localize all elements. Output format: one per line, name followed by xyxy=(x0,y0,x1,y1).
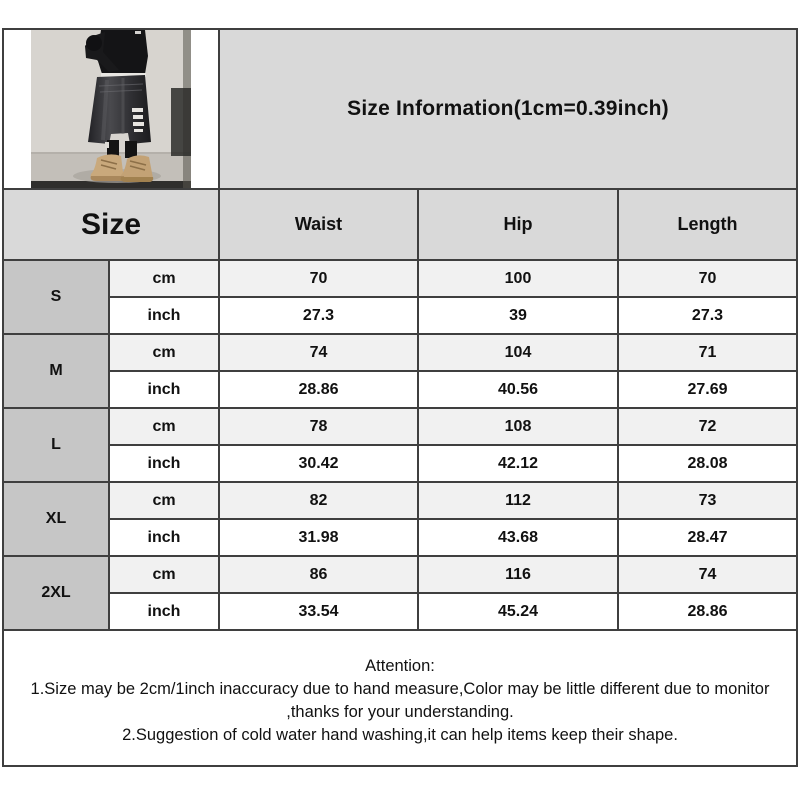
table-row-2xl-cm: 2XL cm 86 116 74 xyxy=(2,555,798,631)
value-cell: 33.54 xyxy=(218,592,419,631)
table-row-l-inch: inch 30.42 42.12 28.08 xyxy=(3,444,798,483)
table-row-m-cm: M cm 74 104 71 xyxy=(2,333,798,409)
attention-note: Attention: 1.Size may be 2cm/1inch inacc… xyxy=(2,629,798,767)
size-label-l: L xyxy=(2,407,110,483)
size-info-title: Size Information(1cm=0.39inch) xyxy=(218,28,798,190)
value-cell: 116 xyxy=(417,555,619,594)
column-header-hip: Hip xyxy=(417,188,619,261)
table-row-m-inch: inch 28.86 40.56 27.69 xyxy=(3,370,798,409)
attention-line-3: 2.Suggestion of cold water hand washing,… xyxy=(122,725,678,744)
unit-label-inch: inch xyxy=(108,592,220,631)
value-cell: 42.12 xyxy=(417,444,619,483)
unit-label-cm: cm xyxy=(108,407,220,446)
size-table: Size Information(1cm=0.39inch) Size Wais… xyxy=(2,28,798,767)
value-cell: 28.86 xyxy=(218,370,419,409)
value-cell: 43.68 xyxy=(417,518,619,557)
value-cell: 86 xyxy=(218,555,419,594)
table-row-2xl-inch: inch 33.54 45.24 28.86 xyxy=(3,592,798,631)
unit-label-cm: cm xyxy=(108,259,220,298)
attention-line-1: 1.Size may be 2cm/1inch inaccuracy due t… xyxy=(30,679,770,698)
boots xyxy=(90,154,154,182)
value-cell: 40.56 xyxy=(417,370,619,409)
value-cell: 73 xyxy=(617,481,798,520)
column-header-length: Length xyxy=(617,188,798,261)
attention-line-2: ,thanks for your understanding. xyxy=(286,702,514,721)
value-cell: 104 xyxy=(417,333,619,372)
size-header: Size xyxy=(2,188,220,261)
column-header-waist: Waist xyxy=(218,188,419,261)
size-label-xl: XL xyxy=(2,481,110,557)
attention-row: Attention: 1.Size may be 2cm/1inch inacc… xyxy=(2,629,798,767)
value-cell: 70 xyxy=(218,259,419,298)
table-row-s-inch: inch 27.3 39 27.3 xyxy=(3,296,798,335)
header-row: Size Waist Hip Length xyxy=(2,188,798,261)
value-cell: 74 xyxy=(218,333,419,372)
unit-label-inch: inch xyxy=(108,370,220,409)
size-label-s: S xyxy=(2,259,110,335)
unit-label-inch: inch xyxy=(108,296,220,335)
value-cell: 72 xyxy=(617,407,798,446)
table-row-l-cm: L cm 78 108 72 xyxy=(2,407,798,483)
product-photo-cell xyxy=(2,28,220,190)
value-cell: 74 xyxy=(617,555,798,594)
value-cell: 31.98 xyxy=(218,518,419,557)
size-label-m: M xyxy=(2,333,110,409)
table-row-xl-cm: XL cm 82 112 73 xyxy=(2,481,798,557)
value-cell: 28.08 xyxy=(617,444,798,483)
attention-heading: Attention: xyxy=(365,656,435,675)
size-label-2xl: 2XL xyxy=(2,555,110,631)
value-cell: 100 xyxy=(417,259,619,298)
top-row: Size Information(1cm=0.39inch) xyxy=(2,28,798,190)
unit-label-inch: inch xyxy=(108,444,220,483)
value-cell: 27.69 xyxy=(617,370,798,409)
table-row-xl-inch: inch 31.98 43.68 28.47 xyxy=(3,518,798,557)
value-cell: 82 xyxy=(218,481,419,520)
value-cell: 27.3 xyxy=(218,296,419,335)
value-cell: 71 xyxy=(617,333,798,372)
value-cell: 112 xyxy=(417,481,619,520)
value-cell: 70 xyxy=(617,259,798,298)
value-cell: 27.3 xyxy=(617,296,798,335)
value-cell: 108 xyxy=(417,407,619,446)
product-photo xyxy=(31,31,191,187)
value-cell: 39 xyxy=(417,296,619,335)
value-cell: 28.47 xyxy=(617,518,798,557)
table-row-s-cm: S cm 70 100 70 xyxy=(2,259,798,335)
value-cell: 30.42 xyxy=(218,444,419,483)
value-cell: 28.86 xyxy=(617,592,798,631)
unit-label-inch: inch xyxy=(108,518,220,557)
unit-label-cm: cm xyxy=(108,481,220,520)
unit-label-cm: cm xyxy=(108,333,220,372)
value-cell: 78 xyxy=(218,407,419,446)
unit-label-cm: cm xyxy=(108,555,220,594)
value-cell: 45.24 xyxy=(417,592,619,631)
